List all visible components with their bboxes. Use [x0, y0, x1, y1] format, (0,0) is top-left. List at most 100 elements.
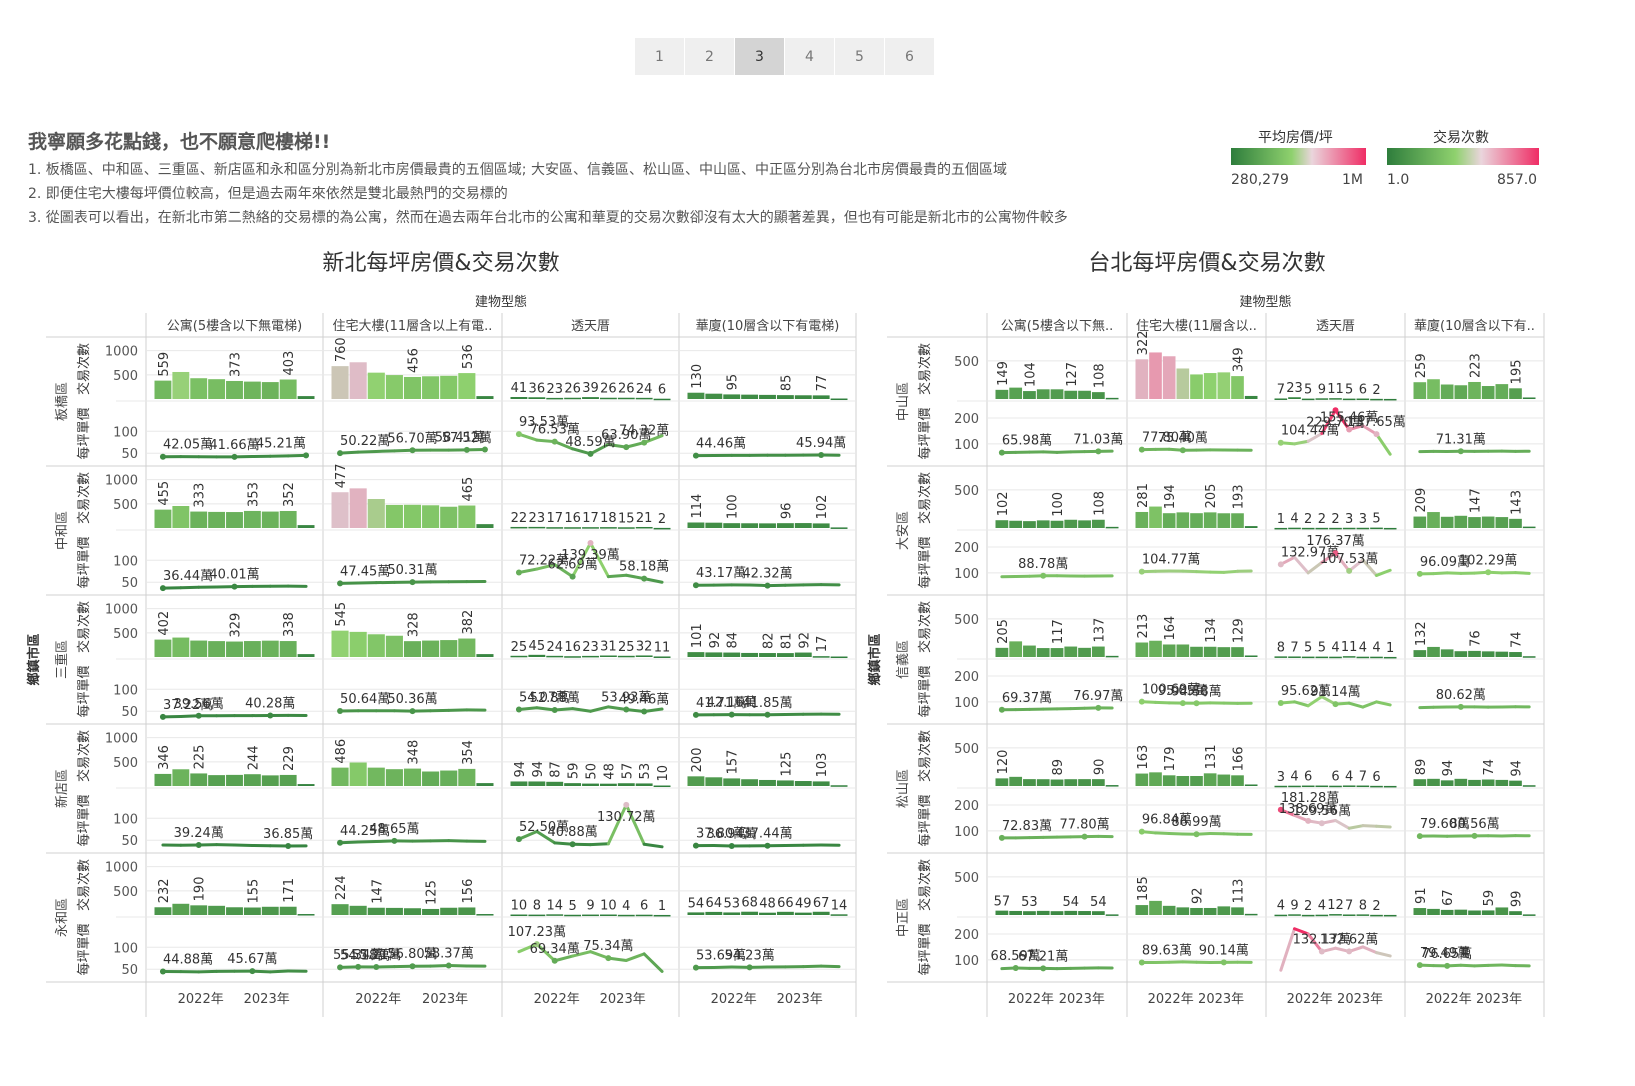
count-bar — [208, 775, 225, 786]
price-point — [232, 584, 238, 590]
count-bar — [1523, 785, 1536, 787]
price-line — [591, 844, 609, 845]
count-label: 23 — [529, 511, 546, 526]
count-label: 4 — [1345, 769, 1353, 784]
count-bar — [244, 511, 261, 528]
price-label: 137.65萬 — [1347, 415, 1406, 430]
count-bar — [1523, 397, 1536, 399]
price-point — [196, 713, 202, 719]
count-bar — [1427, 647, 1440, 657]
count-bar — [777, 395, 794, 399]
count-label: 338 — [282, 612, 297, 637]
count-label: 166 — [1232, 746, 1247, 771]
price-point — [1013, 965, 1019, 971]
price-line — [1156, 702, 1170, 703]
price-label: 107.53萬 — [1320, 552, 1379, 567]
count-bar — [795, 523, 812, 528]
count-bar — [1037, 520, 1050, 528]
count-bar — [759, 913, 776, 915]
count-axis-title: 交易次數 — [76, 859, 92, 911]
count-bar — [208, 379, 225, 399]
count-bar — [741, 653, 758, 657]
price-label: 42.05萬 — [163, 438, 213, 453]
count-bar — [422, 641, 439, 657]
count-axis-title: 交易次數 — [76, 343, 92, 395]
count-bar — [777, 912, 794, 915]
price-point — [1139, 960, 1145, 966]
price-point — [605, 955, 611, 961]
count-bar — [1245, 526, 1258, 528]
price-point — [337, 840, 343, 846]
count-label: 18 — [600, 511, 617, 526]
count-bar — [368, 634, 385, 657]
count-bar — [350, 362, 367, 399]
price-label: 41.66萬 — [209, 438, 259, 453]
count-bar — [831, 657, 848, 659]
count-label: 87 — [549, 761, 564, 778]
chart-new-taipei: 新北每坪房價&交易次數建物型態鄉鎮市區公寓(5樓含以下無電梯) 住宅大樓(11層含… — [26, 251, 856, 1017]
price-label: 58.37萬 — [424, 947, 474, 962]
count-label: 134 — [1204, 618, 1219, 643]
count-bar — [1009, 388, 1022, 399]
count-label: 4 — [1290, 770, 1298, 785]
count-bar — [1370, 657, 1383, 659]
count-bar — [190, 641, 207, 657]
count-bar — [1064, 520, 1077, 528]
count-bar — [511, 656, 528, 658]
count-bar — [1275, 528, 1288, 530]
count-bar — [1357, 786, 1370, 788]
count-label: 559 — [157, 352, 172, 377]
count-label: 11 — [1327, 382, 1344, 397]
count-bar — [831, 527, 848, 529]
price-point — [552, 707, 558, 713]
count-label: 7 — [1277, 382, 1285, 397]
price-point — [373, 964, 379, 970]
price-label: 47.45萬 — [340, 564, 390, 579]
count-bar — [1384, 786, 1397, 788]
count-label: 164 — [1163, 616, 1178, 641]
count-bar — [1163, 775, 1176, 786]
count-label: 25 — [511, 640, 528, 655]
count-bar — [1092, 779, 1105, 786]
count-label: 67 — [1441, 889, 1456, 906]
count-label: 108 — [1092, 491, 1107, 516]
price-label: 89.63萬 — [1142, 944, 1192, 959]
count-label: 10 — [656, 765, 671, 782]
price-point — [1417, 962, 1423, 968]
price-point — [552, 958, 558, 964]
price-point — [337, 450, 343, 456]
price-label: 36.85萬 — [263, 827, 313, 842]
count-bar — [723, 394, 740, 399]
count-bar — [1316, 786, 1329, 788]
count-label: 6 — [1304, 770, 1312, 785]
count-label: 223 — [1469, 353, 1484, 378]
count-bar — [155, 774, 172, 786]
price-line — [1349, 826, 1363, 829]
count-label: 2 — [1318, 512, 1326, 527]
count-bar — [705, 523, 722, 528]
count-label: 281 — [1136, 483, 1151, 508]
count-bar — [458, 769, 475, 786]
price-label: 71.03萬 — [1073, 432, 1123, 447]
price-point — [641, 708, 647, 714]
count-tick: 500 — [113, 498, 138, 513]
count-bar — [476, 654, 493, 657]
price-tick: 200 — [954, 928, 979, 943]
count-bar — [1163, 906, 1176, 915]
price-point — [1040, 965, 1046, 971]
count-label: 16 — [564, 640, 581, 655]
count-label: 48 — [759, 897, 776, 912]
count-bar — [759, 523, 776, 528]
price-point — [516, 706, 522, 712]
count-label: 4 — [1277, 899, 1285, 914]
price-axis-title: 每坪單價 — [76, 794, 92, 846]
count-label: 348 — [407, 740, 422, 765]
count-bar — [1329, 398, 1342, 400]
x-axis-label: 2023年 — [777, 992, 823, 1007]
price-line — [1363, 947, 1377, 953]
count-bar — [476, 914, 493, 916]
count-label: 329 — [229, 613, 244, 638]
count-label: 346 — [157, 745, 172, 770]
column-header: 公寓(5樓含以下無.. — [1001, 318, 1114, 334]
price-tick: 50 — [121, 834, 138, 849]
